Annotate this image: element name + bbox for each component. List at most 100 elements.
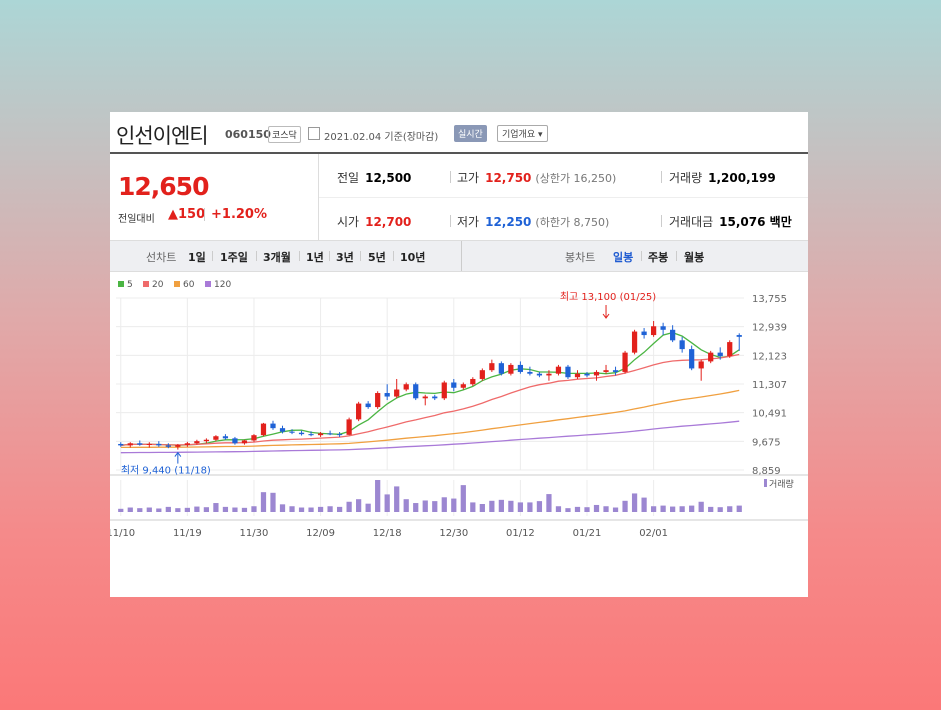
candle: [536, 373, 543, 376]
tab-3year[interactable]: 3년: [336, 251, 354, 264]
candle: [356, 403, 362, 420]
volume-bar: [612, 507, 619, 512]
candle: [156, 443, 162, 446]
stat-amount: 거래대금 15,076 백만: [669, 215, 792, 229]
tab-divider: [256, 251, 257, 261]
candle: [289, 431, 295, 433]
candle: [175, 445, 181, 447]
tab-line-chart[interactable]: 선차트: [146, 251, 177, 264]
stat-high: 고가 12,750 (상한가 16,250): [457, 171, 617, 185]
volume-bar: [375, 480, 381, 512]
realtime-button[interactable]: 실시간: [454, 125, 487, 142]
current-price: 12,650: [118, 172, 209, 201]
tab-divider: [676, 251, 677, 261]
x-tick-label: 11/10: [110, 528, 135, 539]
volume-bar: [165, 506, 171, 512]
volume-bar: [555, 506, 562, 512]
candle: [394, 389, 400, 397]
volume-bar: [308, 507, 314, 512]
legend-label: 120: [214, 280, 231, 290]
candle: [232, 438, 238, 444]
legend-swatch: [118, 281, 124, 287]
volume-bar: [384, 494, 390, 512]
candle: [631, 331, 638, 353]
tab-5year[interactable]: 5년: [368, 251, 386, 264]
candle: [146, 443, 152, 445]
tab-3month[interactable]: 3개월: [263, 251, 291, 264]
candle: [365, 403, 371, 408]
volume-legend-label: 거래량: [769, 478, 794, 490]
volume-bar: [489, 500, 495, 512]
stats-grid: 전일 12,500 고가 12,750 (상한가 16,250) 거래량 1,200,1…: [319, 154, 808, 241]
company-name: 인선이엔티: [116, 124, 209, 148]
volume-bar: [127, 507, 133, 512]
volume-bar: [251, 506, 257, 512]
volume-bar: [698, 501, 704, 512]
volume-bar: [527, 502, 533, 512]
volume-bar: [222, 506, 229, 512]
tab-weekly[interactable]: 주봉: [648, 251, 669, 264]
volume-bar: [451, 498, 457, 512]
volume-bar: [336, 506, 343, 512]
volume-bar: [213, 503, 219, 512]
stat-row-divider: [319, 197, 808, 198]
candle: [432, 396, 438, 399]
candle: [508, 364, 514, 374]
tab-monthly[interactable]: 월봉: [684, 251, 705, 264]
candle: [641, 331, 647, 336]
y-tick-label: 13,755: [752, 294, 787, 305]
y-tick-label: 10,491: [752, 409, 787, 420]
candle: [213, 436, 219, 440]
candle: [527, 371, 533, 374]
volume-bar: [241, 507, 248, 512]
volume-bar: [460, 485, 466, 512]
volume-bar: [279, 504, 286, 512]
candle: [717, 352, 723, 357]
candle: [317, 433, 324, 436]
volume-bar: [394, 486, 400, 512]
legend-swatch: [205, 281, 211, 287]
legend-label: 20: [152, 280, 164, 290]
volume-bar: [194, 506, 200, 512]
volume-bar: [536, 501, 543, 512]
price-change-pct: +1.20%: [211, 207, 267, 222]
volume-bar: [403, 499, 409, 512]
x-tick-label: 11/19: [173, 528, 202, 539]
volume-bar: [641, 497, 647, 512]
candlestick-chart: 5 20 60 120 13,755 12,939 12,123 11,307 10,491 9,…: [110, 280, 808, 539]
volume-bar: [365, 503, 371, 512]
chart-tab-bar: 선차트 1일 1주일 3개월 1년 3년 5년 10년 봉차트 일봉 주봉 월봉: [110, 241, 808, 272]
volume-bar: [137, 508, 143, 512]
tab-daily[interactable]: 일봉: [613, 251, 634, 264]
ma5-line: [120, 331, 740, 447]
candle: [679, 340, 685, 350]
tab-candle-chart[interactable]: 봉차트: [565, 251, 596, 264]
candle: [565, 366, 571, 378]
volume-bar: [441, 497, 447, 512]
volume-bar: [708, 506, 714, 512]
low-annotation: 최저 9,440 (11/18): [121, 465, 211, 477]
tab-1year[interactable]: 1년: [306, 251, 324, 264]
volume-bar: [517, 502, 524, 512]
candle: [260, 423, 267, 436]
market-badge: 코스닥: [268, 126, 301, 143]
volume-bar: [346, 501, 352, 512]
tab-10year[interactable]: 10년: [400, 251, 426, 264]
x-tick-label: 12/18: [373, 528, 402, 539]
candle: [184, 443, 190, 446]
price-change: ▲150: [168, 207, 206, 222]
stat-volume: 거래량 1,200,199: [669, 171, 776, 185]
company-info-button[interactable]: 기업개요 ▾: [497, 125, 548, 142]
candle: [460, 384, 466, 388]
volume-bar: [593, 504, 600, 512]
candle: [498, 363, 504, 374]
candle: [489, 363, 495, 371]
candle: [584, 373, 590, 376]
legend-label: 5: [127, 280, 133, 290]
tab-1day[interactable]: 1일: [188, 251, 206, 264]
tab-1week[interactable]: 1주일: [220, 251, 248, 264]
x-tick-label: 01/21: [573, 528, 602, 539]
candle: [727, 342, 733, 357]
volume-bar: [565, 508, 571, 512]
ma120-line: [120, 420, 740, 454]
